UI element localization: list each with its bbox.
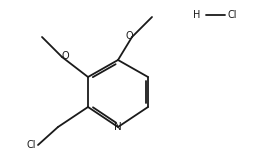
Text: O: O: [61, 51, 69, 61]
Text: H: H: [193, 10, 200, 20]
Text: N: N: [114, 122, 122, 132]
Text: Cl: Cl: [228, 10, 238, 20]
Text: Cl: Cl: [26, 140, 36, 150]
Text: O: O: [125, 31, 133, 41]
